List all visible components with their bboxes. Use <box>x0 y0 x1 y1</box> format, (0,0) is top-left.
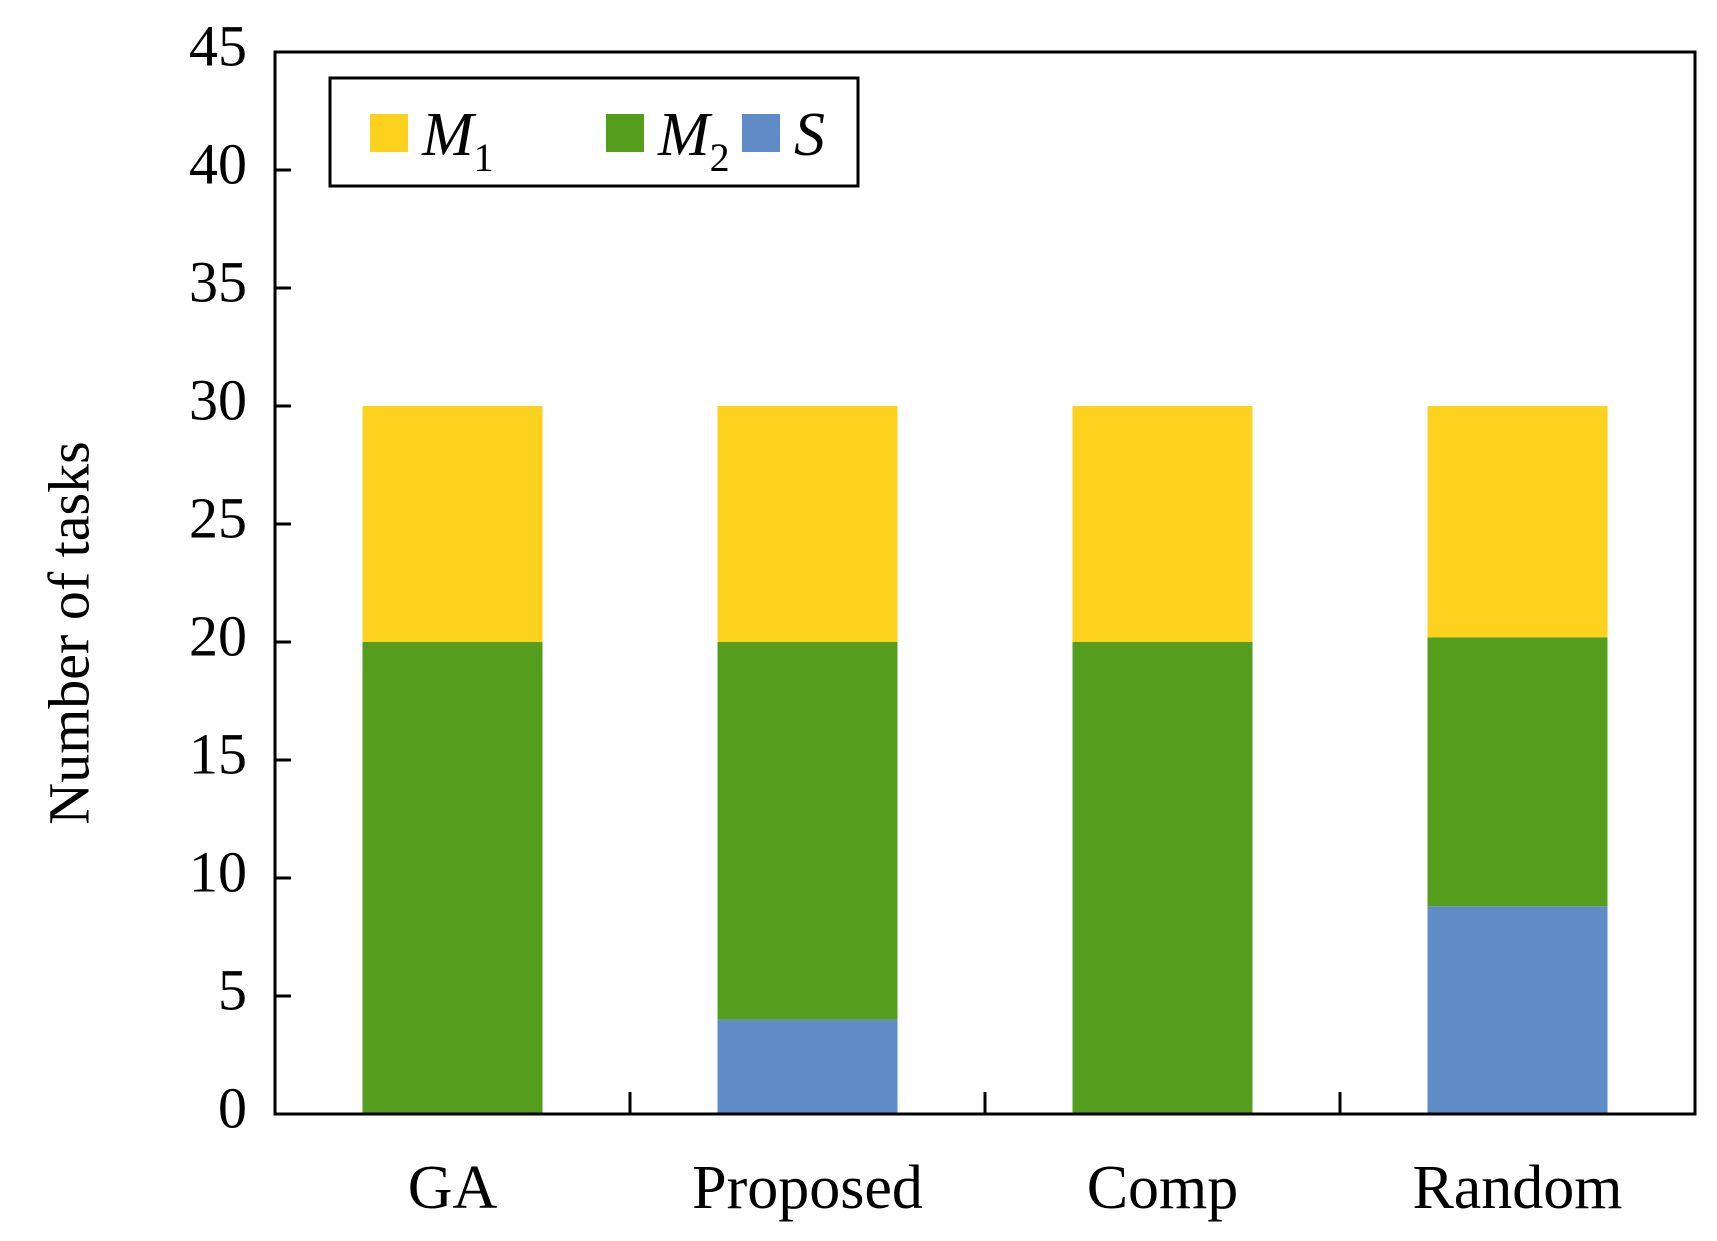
y-tick-label: 25 <box>189 485 247 550</box>
bar-s-random <box>1427 906 1608 1114</box>
x-category-label-comp: Comp <box>1087 1154 1239 1222</box>
y-tick-label: 30 <box>189 367 247 432</box>
x-category-labels: GA Proposed Comp Random <box>408 1154 1623 1222</box>
bar-m1-proposed <box>717 406 898 642</box>
bar-m2-random <box>1427 637 1608 907</box>
ticks-layer <box>275 50 1342 1116</box>
bar-m1-comp <box>1072 406 1253 642</box>
legend-swatch-m1 <box>370 114 408 152</box>
y-tick-label: 5 <box>218 957 247 1022</box>
legend-label-m1: M1 <box>421 101 494 180</box>
bar-m1-ga <box>362 406 543 642</box>
legend-swatch-m2 <box>606 114 644 152</box>
y-axis-title: Number of tasks <box>36 441 101 824</box>
y-tick-label: 40 <box>189 131 247 196</box>
bars-layer <box>362 406 1608 1114</box>
bar-m1-random <box>1427 406 1608 638</box>
y-tick-label: 20 <box>189 603 247 668</box>
legend-label-s: S <box>794 101 825 169</box>
x-category-label-ga: GA <box>408 1154 498 1222</box>
bar-s-proposed <box>717 1019 898 1114</box>
y-tick-label: 15 <box>189 721 247 786</box>
bar-m2-ga <box>362 642 543 1114</box>
y-tick-label: 10 <box>189 839 247 904</box>
x-category-label-random: Random <box>1412 1154 1622 1222</box>
bar-m2-proposed <box>717 642 898 1020</box>
legend: M1 M2 S <box>328 76 860 188</box>
legend-swatch-s <box>742 114 780 152</box>
y-tick-label: 0 <box>218 1075 247 1140</box>
y-tick-label: 45 <box>189 13 247 78</box>
y-tick-label: 35 <box>189 249 247 314</box>
x-category-label-proposed: Proposed <box>692 1154 923 1222</box>
bar-m2-comp <box>1072 642 1253 1114</box>
y-tick-labels: 0 5 10 15 20 25 30 35 40 45 <box>189 13 247 1140</box>
